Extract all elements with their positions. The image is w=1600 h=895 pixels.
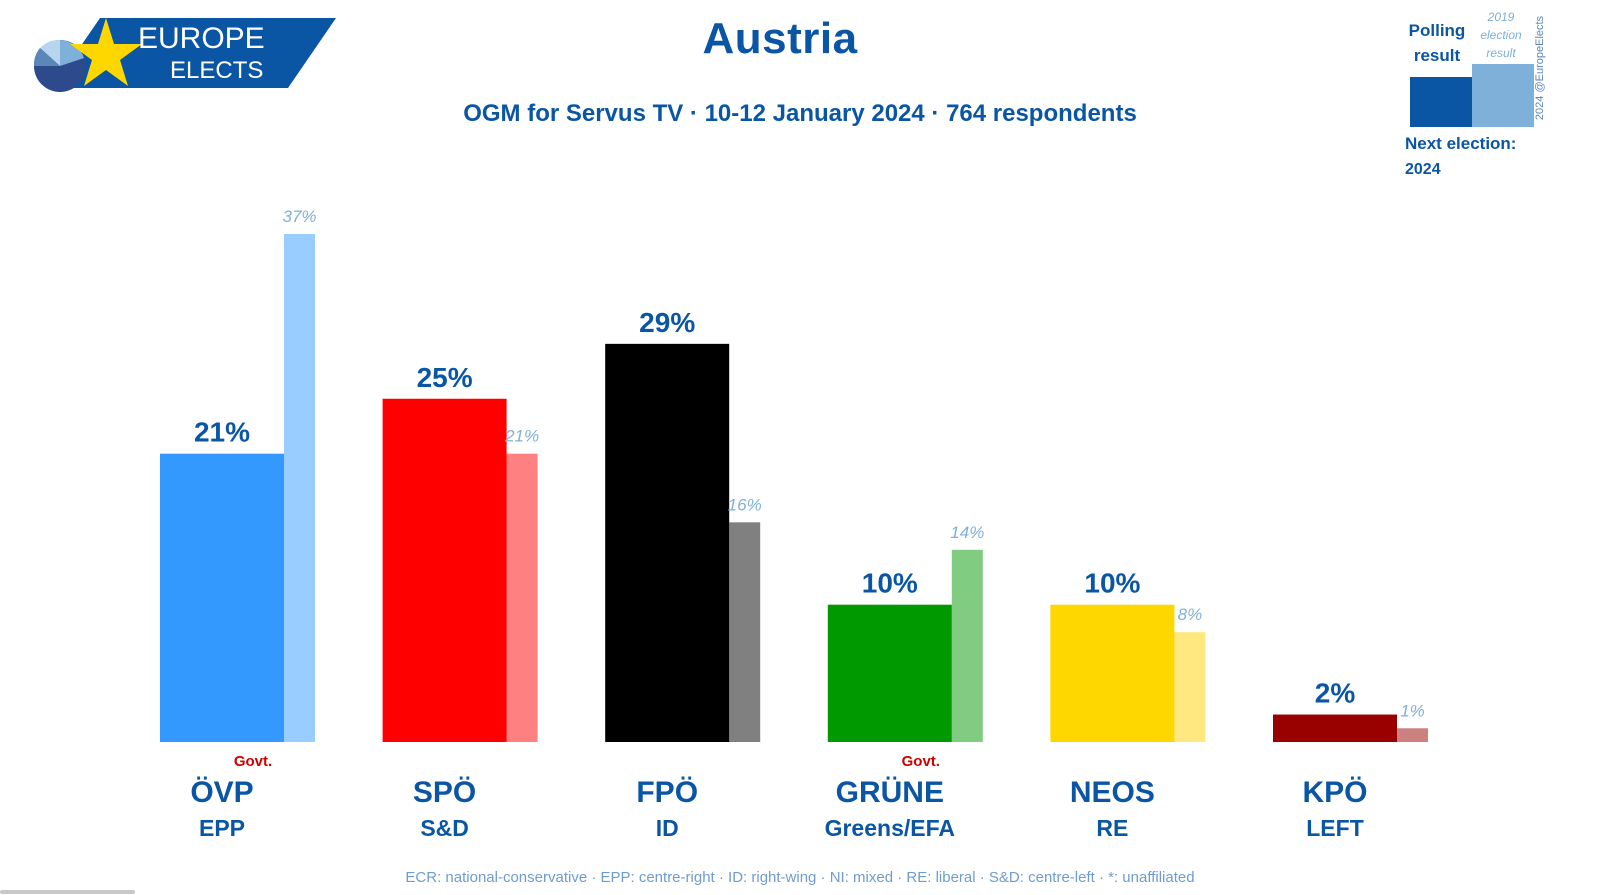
next-election-label: Next election:: [1405, 134, 1517, 153]
legend-prev-line3: result: [1486, 46, 1516, 60]
group-label: EPP: [199, 815, 245, 841]
bar-previous: [1397, 728, 1428, 742]
previous-value-label: 16%: [728, 495, 762, 514]
group-legend-footer: ECR: national-conservative · EPP: centre…: [405, 869, 1195, 886]
bar-previous: [729, 522, 761, 742]
party-label: NEOS: [1070, 776, 1155, 809]
value-label: 25%: [417, 362, 473, 393]
previous-value-label: 14%: [950, 523, 984, 542]
bar-previous: [506, 453, 538, 742]
europe-elects-logo: EUROPE ELECTS: [33, 18, 336, 92]
bar-polling: [605, 343, 730, 742]
legend-previous-label: 2019 election result: [1470, 8, 1532, 62]
horizontal-scrollbar[interactable]: [0, 890, 135, 894]
party-label: FPÖ: [636, 776, 698, 809]
brand-line1: EUROPE: [138, 22, 265, 55]
next-election-year: 2024: [1405, 161, 1441, 178]
value-label: 10%: [862, 568, 918, 599]
group-label: ID: [656, 815, 679, 841]
bar-polling: [1273, 714, 1397, 742]
previous-value-label: 37%: [282, 207, 316, 226]
govt-tag: Govt.: [234, 753, 272, 770]
value-label: 21%: [194, 417, 250, 448]
brand-line2: ELECTS: [170, 57, 263, 84]
party-label: ÖVP: [190, 776, 253, 809]
legend-previous-swatch: [1472, 64, 1534, 127]
group-label: RE: [1096, 815, 1128, 841]
bar-previous: [284, 234, 315, 742]
chart-subtitle: OGM for Servus TV · 10-12 January 2024 ·…: [463, 100, 1137, 127]
previous-value-label: 1%: [1400, 701, 1425, 720]
govt-tag: Govt.: [902, 753, 940, 770]
bar-polling: [160, 453, 284, 742]
legend-polling-swatch: [1410, 77, 1472, 127]
chart-title: Austria: [702, 14, 858, 63]
value-label: 29%: [639, 307, 695, 338]
group-label: S&D: [420, 815, 469, 841]
bar-polling: [382, 398, 507, 742]
bar-polling: [827, 604, 952, 742]
legend-prev-line2: election: [1480, 28, 1522, 42]
legend-prev-line1: 2019: [1487, 10, 1515, 24]
party-label: KPÖ: [1302, 776, 1367, 809]
bar-previous: [1174, 632, 1206, 742]
group-label: LEFT: [1306, 815, 1364, 841]
legend-polling-line2: result: [1413, 46, 1461, 65]
bar-polling: [1050, 604, 1175, 742]
party-label: GRÜNE: [836, 776, 944, 809]
group-label: Greens/EFA: [825, 815, 955, 841]
previous-value-label: 21%: [504, 427, 539, 446]
legend-polling-label: Polling result: [1405, 18, 1469, 68]
bar-previous: [951, 549, 983, 742]
previous-value-label: 8%: [1178, 605, 1203, 624]
legend-polling-line1: Polling: [1408, 21, 1466, 40]
value-label: 2%: [1315, 678, 1356, 709]
party-label: SPÖ: [413, 776, 476, 809]
value-label: 10%: [1084, 568, 1140, 599]
